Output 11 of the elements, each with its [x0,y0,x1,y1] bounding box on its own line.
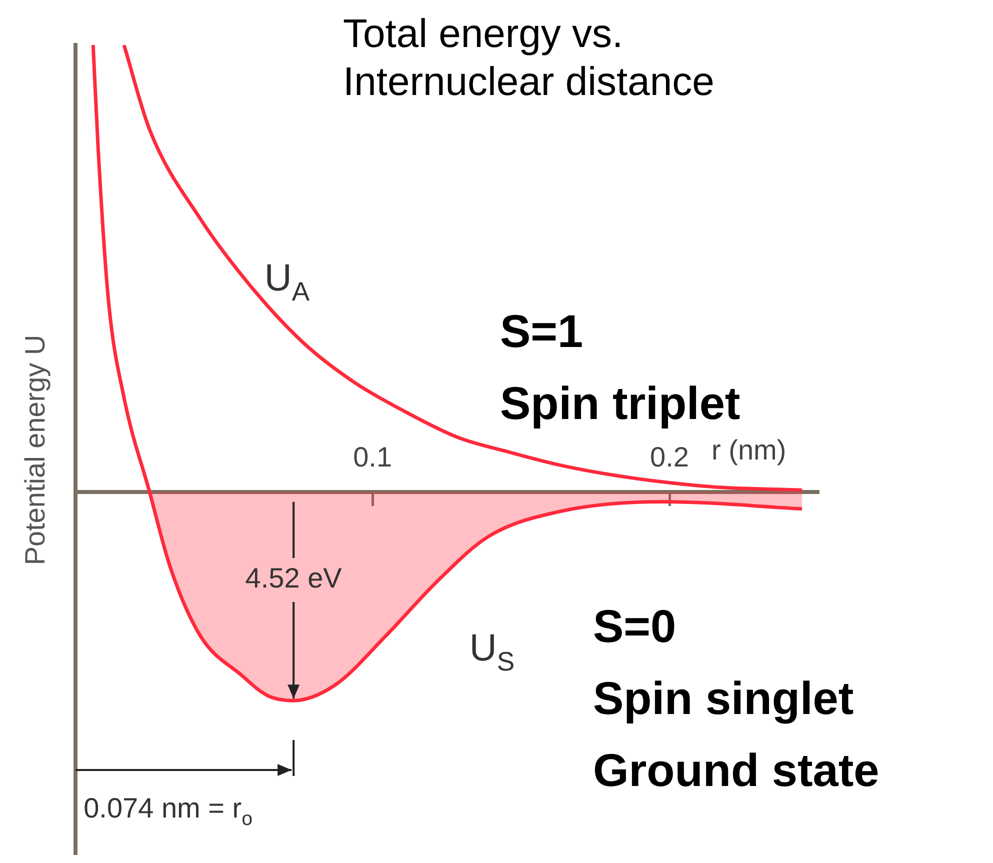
x-tick-label: 0.1 [353,441,392,472]
annotation: Spin singlet [593,671,855,726]
annotation: S=0 [593,599,678,654]
annotation: S=1 [500,304,584,359]
y-axis-title: Potential energy U [20,334,51,566]
text: Ground state [593,743,880,798]
x-axis-title: r (nm) [712,434,786,466]
annotation: 4.52 eV [245,562,342,594]
x-tick-label: 0.2 [650,441,689,472]
annotation: Spin triplet [500,377,740,429]
chart-title: Total energy vs. Internuclear distance [343,11,716,106]
